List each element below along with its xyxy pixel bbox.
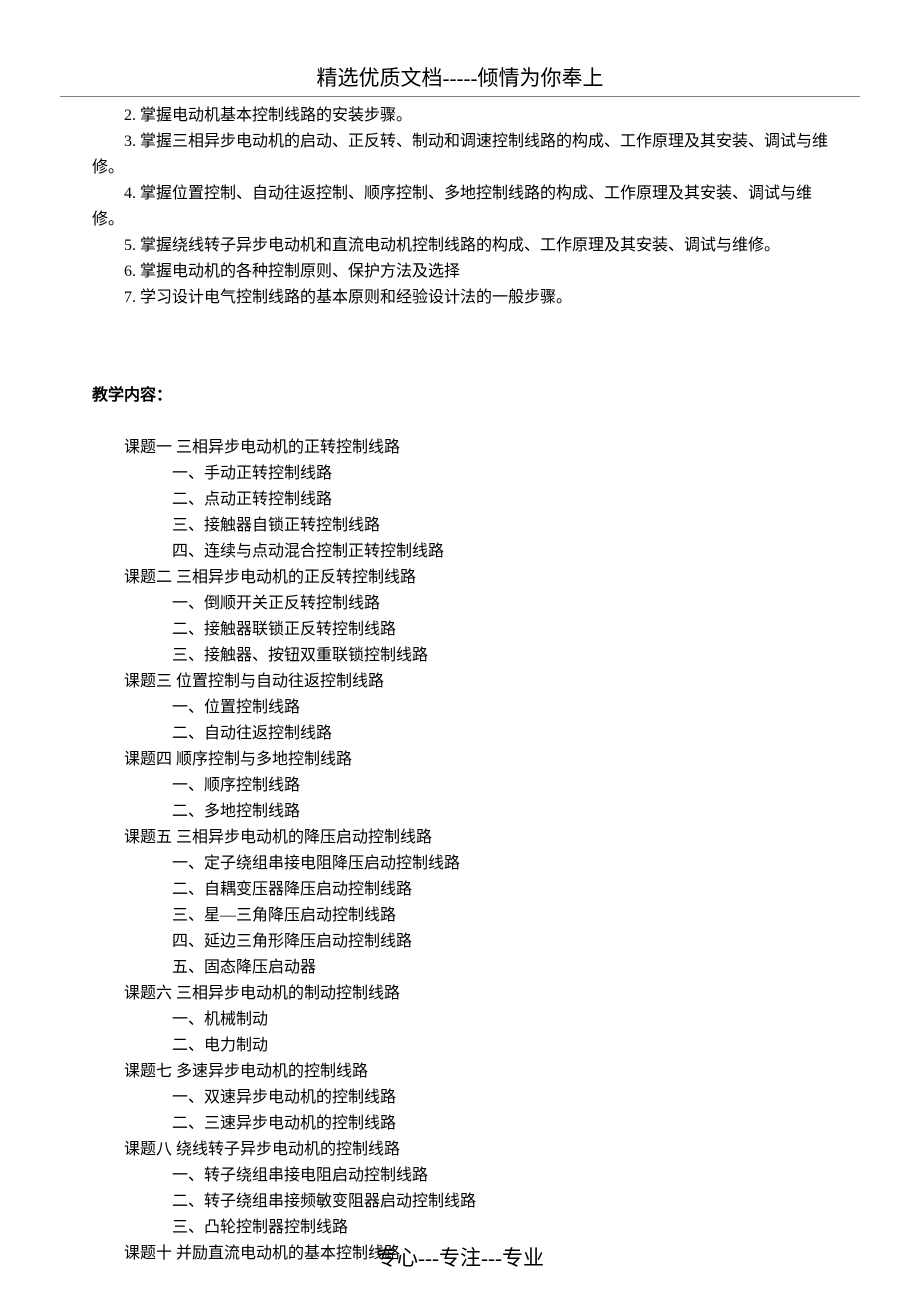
outline-topic: 课题四 顺序控制与多地控制线路 bbox=[124, 747, 828, 773]
numbered-item: 5. 掌握绕线转子异步电动机和直流电动机控制线路的构成、工作原理及其安装、调试与… bbox=[92, 233, 828, 259]
numbered-item: 2. 掌握电动机基本控制线路的安装步骤。 bbox=[92, 103, 828, 129]
section-heading: 教学内容： bbox=[92, 383, 828, 409]
numbered-list: 2. 掌握电动机基本控制线路的安装步骤。3. 掌握三相异步电动机的启动、正反转、… bbox=[92, 103, 828, 311]
outline-subtopic: 一、机械制动 bbox=[124, 1007, 828, 1033]
outline-subtopic: 一、转子绕组串接电阻启动控制线路 bbox=[124, 1163, 828, 1189]
outline-subtopic: 四、延边三角形降压启动控制线路 bbox=[124, 929, 828, 955]
outline-subtopic: 一、顺序控制线路 bbox=[124, 773, 828, 799]
document-content: 2. 掌握电动机基本控制线路的安装步骤。3. 掌握三相异步电动机的启动、正反转、… bbox=[0, 97, 920, 1267]
outline-subtopic: 二、自耦变压器降压启动控制线路 bbox=[124, 877, 828, 903]
outline-subtopic: 三、星—三角降压启动控制线路 bbox=[124, 903, 828, 929]
outline-topic: 课题六 三相异步电动机的制动控制线路 bbox=[124, 981, 828, 1007]
outline-subtopic: 四、连续与点动混合控制正转控制线路 bbox=[124, 539, 828, 565]
outline-subtopic: 二、三速异步电动机的控制线路 bbox=[124, 1111, 828, 1137]
outline-topic: 课题二 三相异步电动机的正反转控制线路 bbox=[124, 565, 828, 591]
outline-topic: 课题一 三相异步电动机的正转控制线路 bbox=[124, 435, 828, 461]
outline-topic: 课题八 绕线转子异步电动机的控制线路 bbox=[124, 1137, 828, 1163]
outline-subtopic: 一、双速异步电动机的控制线路 bbox=[124, 1085, 828, 1111]
numbered-item: 4. 掌握位置控制、自动往返控制、顺序控制、多地控制线路的构成、工作原理及其安装… bbox=[92, 181, 828, 233]
outline-subtopic: 一、手动正转控制线路 bbox=[124, 461, 828, 487]
outline-subtopic: 三、接触器自锁正转控制线路 bbox=[124, 513, 828, 539]
outline-subtopic: 一、倒顺开关正反转控制线路 bbox=[124, 591, 828, 617]
outline-subtopic: 一、定子绕组串接电阻降压启动控制线路 bbox=[124, 851, 828, 877]
outline-topic: 课题七 多速异步电动机的控制线路 bbox=[124, 1059, 828, 1085]
numbered-item: 6. 掌握电动机的各种控制原则、保护方法及选择 bbox=[92, 259, 828, 285]
outline-subtopic: 三、接触器、按钮双重联锁控制线路 bbox=[124, 643, 828, 669]
footer-text: 专心---专注---专业 bbox=[0, 1242, 920, 1272]
outline: 课题一 三相异步电动机的正转控制线路一、手动正转控制线路二、点动正转控制线路三、… bbox=[92, 435, 828, 1267]
outline-subtopic: 二、转子绕组串接频敏变阻器启动控制线路 bbox=[124, 1189, 828, 1215]
outline-subtopic: 一、位置控制线路 bbox=[124, 695, 828, 721]
outline-subtopic: 二、电力制动 bbox=[124, 1033, 828, 1059]
header-title: 精选优质文档-----倾情为你奉上 bbox=[0, 0, 920, 96]
outline-subtopic: 二、自动往返控制线路 bbox=[124, 721, 828, 747]
numbered-item: 7. 学习设计电气控制线路的基本原则和经验设计法的一般步骤。 bbox=[92, 285, 828, 311]
outline-topic: 课题五 三相异步电动机的降压启动控制线路 bbox=[124, 825, 828, 851]
outline-subtopic: 二、接触器联锁正反转控制线路 bbox=[124, 617, 828, 643]
outline-subtopic: 五、固态降压启动器 bbox=[124, 955, 828, 981]
outline-subtopic: 二、多地控制线路 bbox=[124, 799, 828, 825]
outline-subtopic: 三、凸轮控制器控制线路 bbox=[124, 1215, 828, 1241]
numbered-item: 3. 掌握三相异步电动机的启动、正反转、制动和调速控制线路的构成、工作原理及其安… bbox=[92, 129, 828, 181]
outline-subtopic: 二、点动正转控制线路 bbox=[124, 487, 828, 513]
outline-topic: 课题三 位置控制与自动往返控制线路 bbox=[124, 669, 828, 695]
